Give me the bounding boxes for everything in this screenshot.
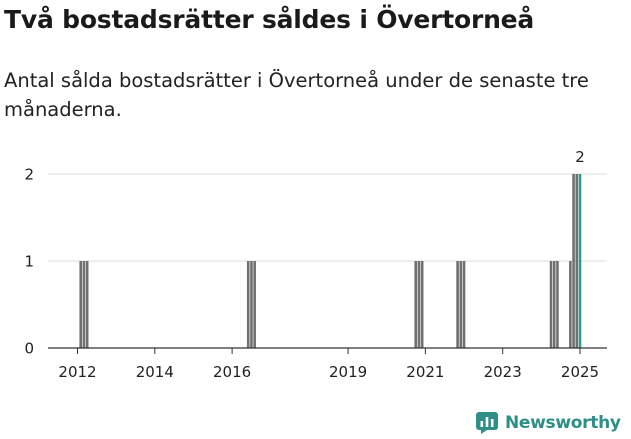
bar: [246, 261, 250, 348]
newsworthy-chart-icon: [476, 412, 498, 434]
bar: [575, 174, 579, 348]
y-tick-label: 2: [24, 166, 34, 184]
bar: [572, 174, 575, 348]
bar: [462, 261, 466, 348]
x-tick-label: 2019: [329, 363, 367, 381]
bar: [569, 261, 572, 348]
brand-name: Newsworthy: [505, 413, 621, 433]
chart-subtitle: Antal sålda bostadsrätter i Övertorneå u…: [4, 69, 589, 121]
x-tick-label: 2021: [406, 363, 444, 381]
bar: [552, 261, 556, 348]
bar: [459, 261, 463, 348]
bar: [456, 261, 459, 348]
bar: [85, 261, 89, 348]
bar: [79, 261, 83, 348]
newsworthy-logo: Newsworthy: [476, 409, 621, 437]
bar: [82, 261, 86, 348]
x-tick-label: 2023: [484, 363, 522, 381]
y-tick-label: 0: [24, 340, 34, 358]
bar: [250, 261, 253, 348]
x-tick-label: 2014: [136, 363, 174, 381]
bar-highlighted: [578, 174, 582, 348]
chart-title: Två bostadsrätter såldes i Övertorneå: [4, 5, 535, 34]
bar: [549, 261, 553, 348]
x-tick-label: 2025: [561, 363, 599, 381]
bar: [420, 261, 424, 348]
x-tick-label: 2016: [213, 363, 251, 381]
y-tick-label: 1: [24, 253, 34, 271]
bar: [417, 261, 421, 348]
bar: [253, 261, 256, 348]
data-label: 2: [575, 148, 585, 166]
bar: [414, 261, 418, 348]
x-tick-label: 2012: [58, 363, 96, 381]
bar: [556, 261, 559, 348]
